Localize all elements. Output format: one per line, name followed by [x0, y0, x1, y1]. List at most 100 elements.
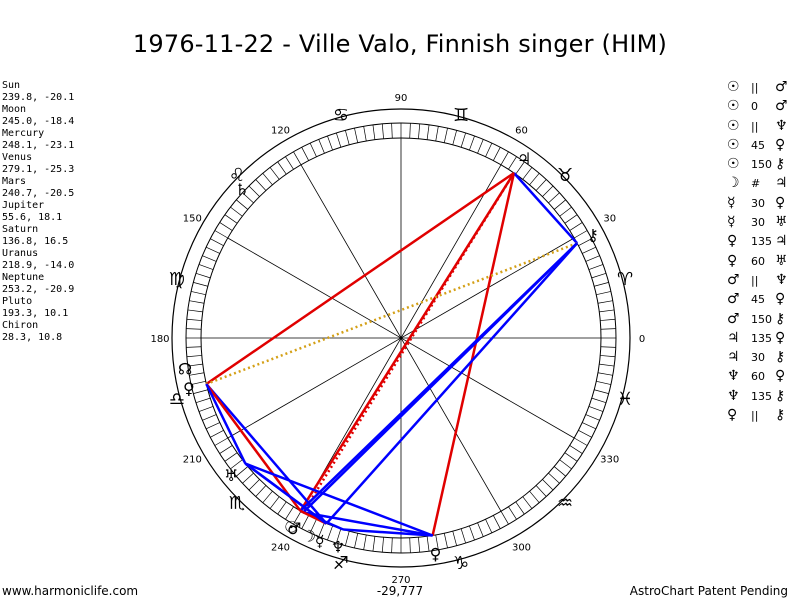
aspect-type: ||	[751, 81, 759, 94]
website-link[interactable]: www.harmoniclife.com	[2, 584, 139, 598]
degree-tick	[508, 506, 517, 520]
aspect-planet-b: ♃	[775, 233, 788, 250]
degree-tick	[574, 437, 588, 446]
planet-name: Sun	[2, 80, 21, 91]
planet-coords: 248.1, -23.1	[2, 140, 75, 151]
degree-tick	[542, 185, 554, 197]
degree-label: 60	[515, 125, 528, 136]
degree-tick	[522, 167, 533, 180]
degree-tick	[435, 126, 439, 142]
degree-tick	[236, 466, 249, 477]
planet-mars-icon: ♂	[287, 519, 301, 538]
degree-tick	[553, 466, 566, 477]
degree-label: 0	[639, 334, 645, 345]
degree-tick	[301, 147, 309, 161]
degree-tick	[210, 430, 224, 438]
aspect-row: ☉ || ♂	[727, 78, 797, 97]
patent-note: AstroChart Patent Pending	[629, 584, 788, 598]
zodiac-sign-icon: ♉	[557, 165, 573, 186]
aspect-row: ♃ 30 ⚷	[727, 348, 797, 367]
degree-tick	[372, 536, 376, 552]
degree-tick	[500, 511, 509, 525]
aspect-planet-a: ☉	[727, 79, 740, 95]
degree-tick	[522, 496, 533, 509]
aspect-planet-a: ♂	[727, 291, 740, 308]
degree-tick	[469, 135, 475, 151]
degree-tick	[553, 199, 566, 210]
aspect-row: ♀ 135 ♃	[727, 232, 797, 251]
degree-tick	[248, 185, 260, 197]
aspect-line	[325, 242, 579, 525]
aspect-line	[302, 511, 433, 537]
degree-tick	[195, 397, 211, 403]
aspect-line	[205, 383, 328, 525]
aspect-planet-b: ⚷	[775, 156, 786, 173]
degree-tick	[230, 206, 243, 217]
degree-tick	[515, 501, 525, 515]
aspect-type: 60	[751, 254, 765, 268]
degree-tick	[409, 123, 411, 139]
degree-tick	[187, 309, 203, 313]
degree-labels: 0 30 60 90 120 150 180 210 240 270 300 330	[150, 93, 645, 586]
zodiac-sign-icon: ♍	[169, 269, 185, 290]
aspect-row: ♂ || ♆	[727, 271, 797, 290]
degree-tick	[493, 147, 501, 161]
degree-tick	[255, 179, 267, 191]
aspect-planet-b: ⚷	[775, 310, 786, 327]
aspect-planet-a: ♂	[727, 310, 740, 327]
planet-coords: 240.7, -20.5	[2, 188, 75, 199]
aspect-line	[244, 462, 328, 525]
degree-tick	[214, 230, 228, 239]
degree-tick	[452, 531, 457, 546]
degree-tick	[391, 537, 393, 553]
degree-tick	[189, 300, 205, 304]
degree-tick	[191, 291, 206, 296]
planet-coords: 239.8, -20.1	[2, 92, 75, 103]
degree-tick	[591, 273, 607, 279]
aspect-line	[244, 462, 434, 537]
degree-tick	[327, 525, 333, 541]
degree-tick	[460, 132, 466, 148]
degree-label: 150	[183, 214, 202, 225]
degree-tick	[591, 397, 607, 403]
degree-tick	[600, 355, 616, 358]
aspect-type: 30	[751, 351, 765, 365]
planet-venus-icon: ♀	[430, 544, 442, 563]
degree-tick	[363, 126, 367, 142]
aspect-type: 150	[751, 312, 772, 326]
planet-coords: 279.1, -25.3	[2, 164, 75, 175]
degree-tick	[255, 485, 267, 497]
zodiac-sign-icon: ♎	[169, 389, 185, 410]
degree-label: 210	[183, 455, 202, 466]
degree-tick	[277, 161, 287, 175]
planet-sun-icon: ☉	[284, 517, 298, 536]
planet-coords: 245.0, -18.4	[2, 116, 75, 127]
degree-tick	[214, 437, 228, 446]
aspect-row: ♂ 150 ⚷	[727, 310, 797, 329]
aspect-type: 45	[751, 138, 765, 152]
aspect-line	[343, 528, 433, 537]
aspect-planet-b: ♀	[775, 136, 786, 153]
degree-tick	[198, 264, 214, 270]
degree-tick	[493, 515, 501, 529]
aspect-line	[513, 172, 579, 245]
degree-tick	[309, 519, 317, 534]
aspect-row: ♆ 135 ⚷	[727, 387, 797, 406]
planet-uranus-icon: ♅	[224, 466, 238, 485]
aspect-planet-a: ♆	[727, 387, 740, 404]
degree-tick	[578, 430, 592, 438]
degree-tick	[599, 363, 615, 367]
planet-saturn-icon: ♄	[235, 180, 249, 199]
degree-tick	[599, 309, 615, 313]
degree-tick	[469, 525, 475, 541]
planet-coords: 28.3, 10.8	[2, 332, 63, 343]
aspect-lines	[205, 171, 579, 537]
planet-neptune-icon: ♆	[331, 538, 345, 557]
aspect-planet-a: ☽	[727, 175, 740, 192]
degree-tick	[515, 161, 525, 175]
aspect-row: ♆ 60 ♀	[727, 367, 797, 386]
planet-mercury-icon: ☿	[315, 531, 325, 550]
degree-label: 240	[271, 543, 290, 554]
degree-tick	[186, 346, 202, 348]
degree-tick	[269, 167, 280, 180]
